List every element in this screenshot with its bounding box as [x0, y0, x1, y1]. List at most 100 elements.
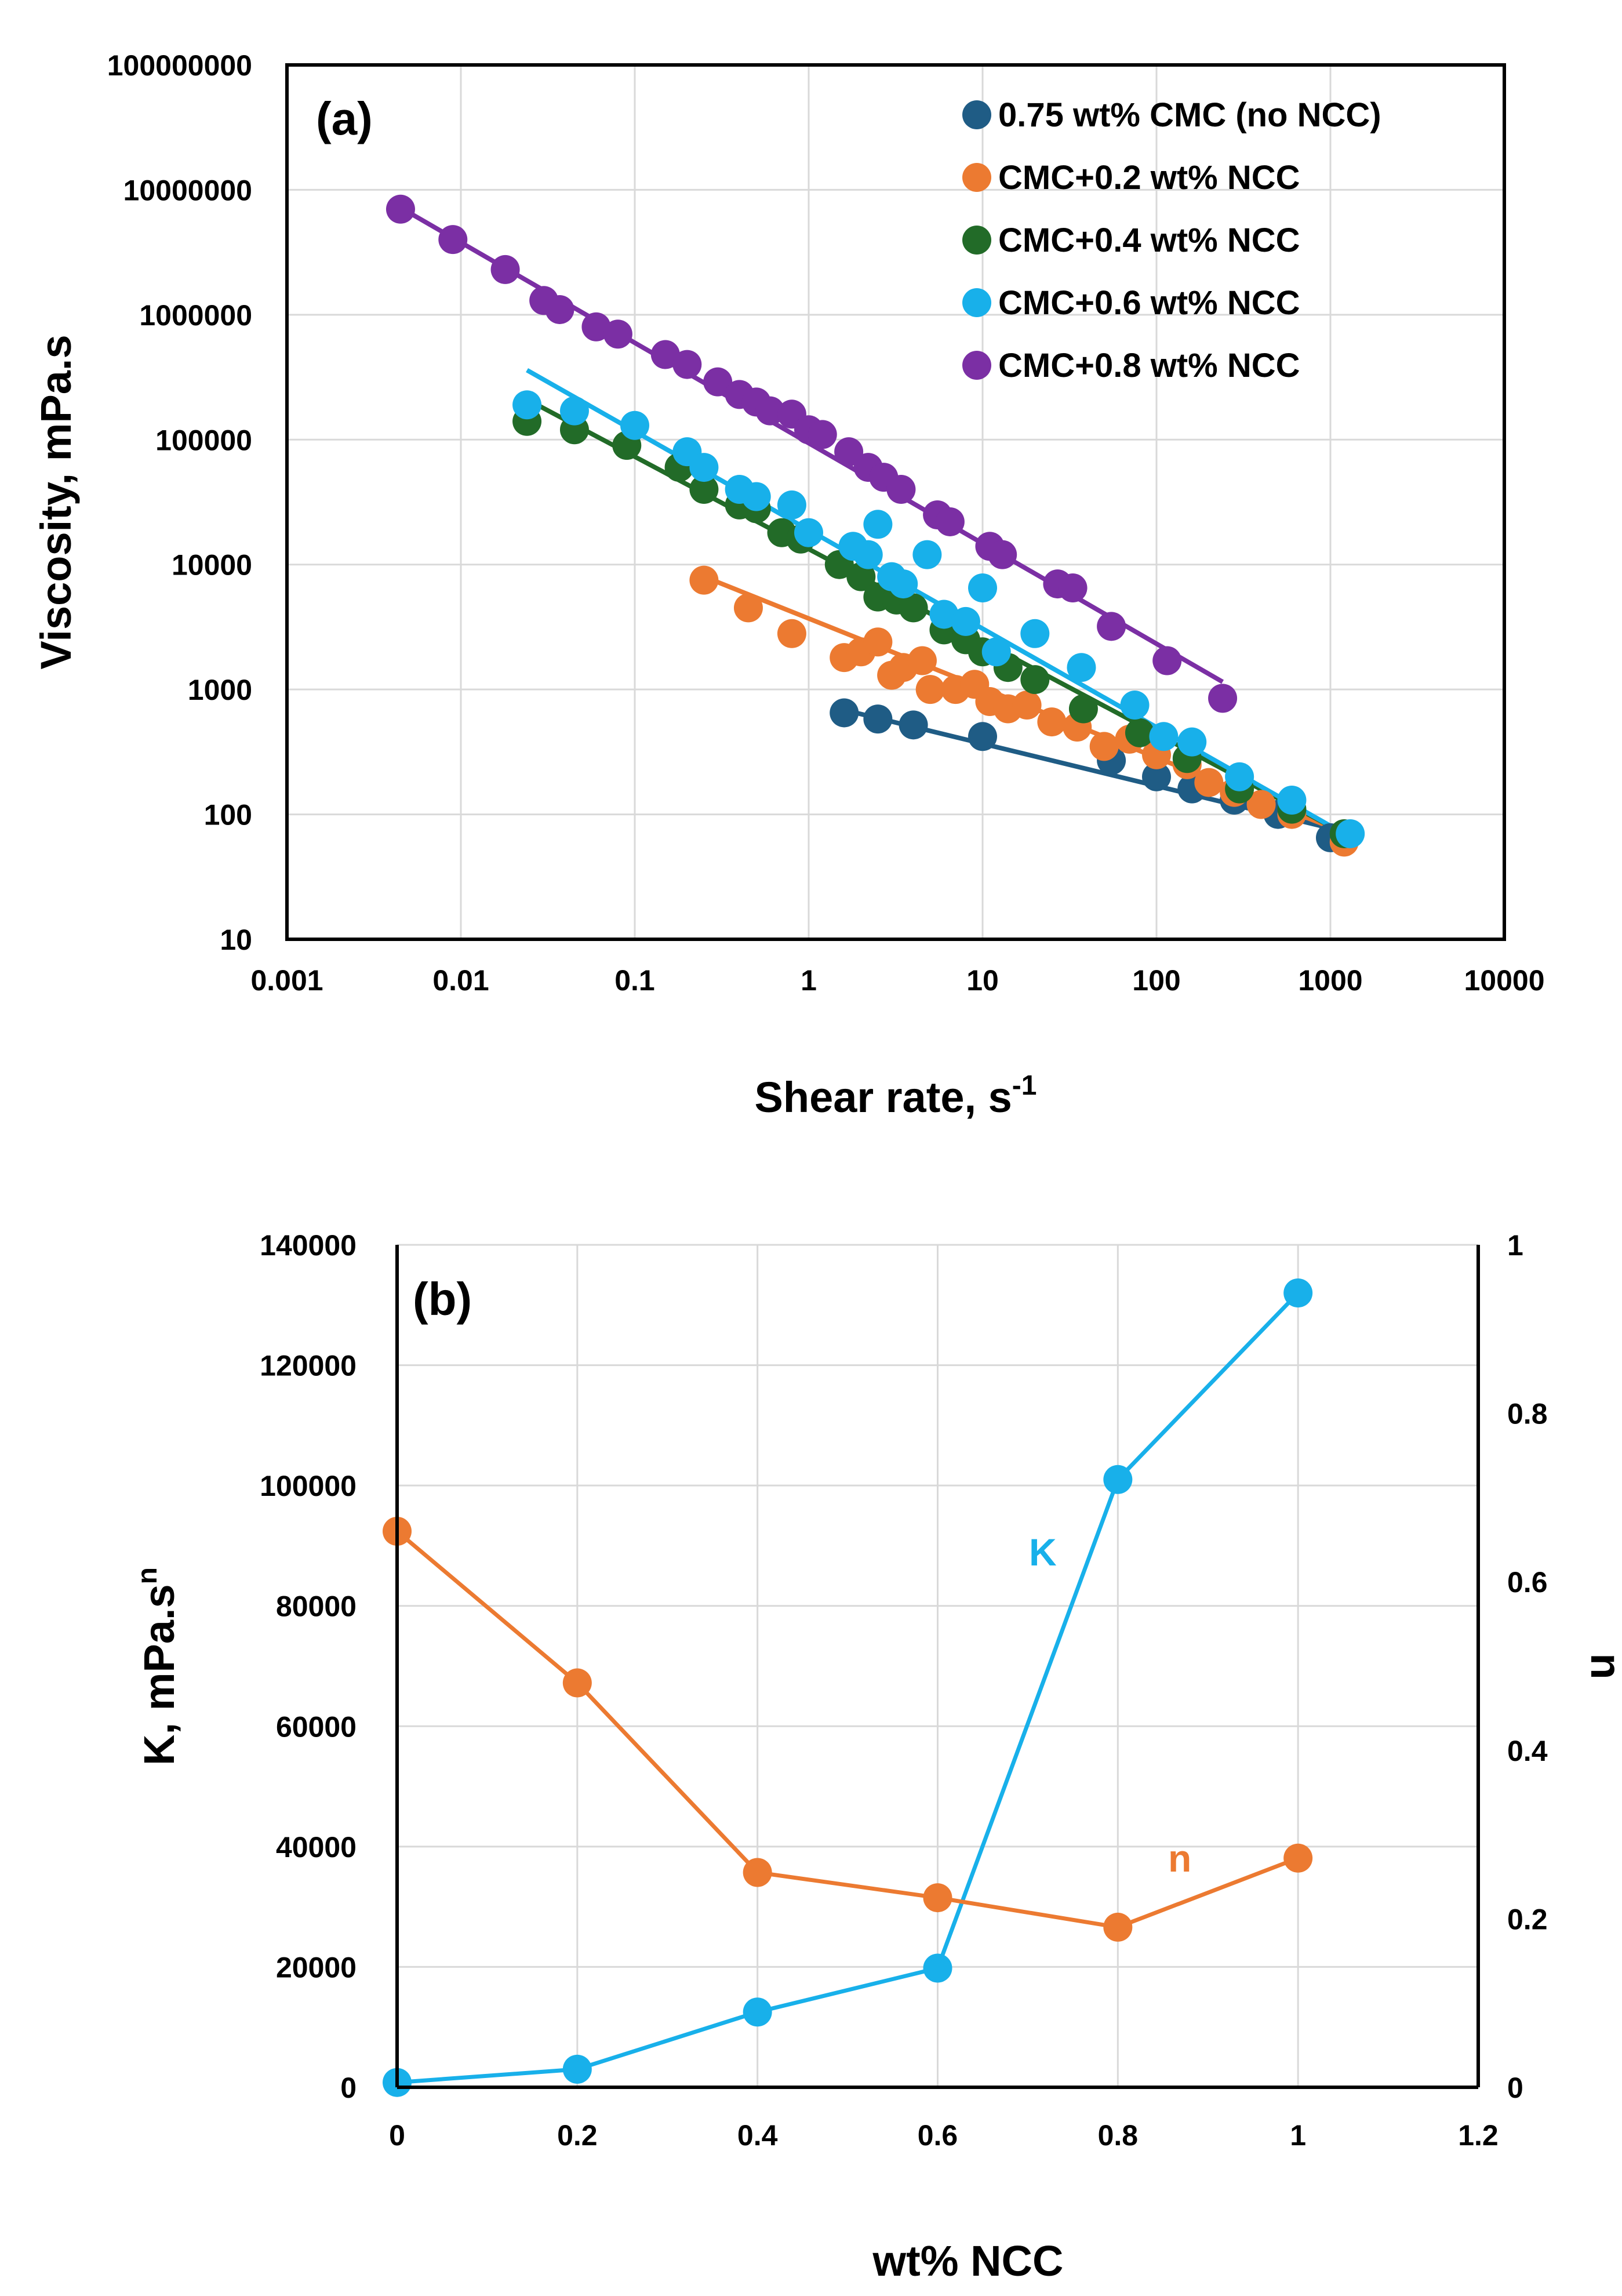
data-point-series-1	[733, 593, 763, 623]
power-law-parameter-chart-left-y-tick-label: 120000	[260, 1350, 357, 1382]
power-law-parameter-chart-x-tick-label: 1	[1290, 2119, 1306, 2152]
data-point-series-4	[834, 437, 864, 467]
data-point-series-0	[1142, 762, 1171, 791]
viscosity-chart-points	[386, 194, 1365, 857]
viscosity-chart-x-ticks: 0.001 0.01 0.1 1 10 100 1000 10000	[250, 964, 1544, 997]
data-point-series-4	[935, 507, 965, 536]
data-point-series-4	[650, 340, 680, 369]
data-point-series-1	[1194, 768, 1224, 797]
viscosity-chart-y-ticks: 10 100 1000 10000 100000 1000000 10000000 10000…	[107, 49, 252, 956]
data-point-series-3	[863, 510, 893, 539]
n-data-point	[1103, 1912, 1133, 1942]
viscosity-chart-y-tick-label: 1000000	[139, 299, 252, 332]
power-law-parameter-chart-left-y-tick-label: 0	[340, 2072, 357, 2104]
viscosity-chart-x-tick-label: 100	[1132, 964, 1180, 997]
data-point-series-3	[1149, 722, 1179, 751]
k-data-point	[1103, 1465, 1133, 1494]
data-point-series-1	[1089, 732, 1119, 761]
data-point-series-3	[1067, 653, 1096, 682]
data-point-series-0	[968, 722, 997, 751]
data-point-series-4	[1097, 612, 1126, 641]
data-point-series-3	[794, 518, 823, 547]
data-point-series-1	[863, 627, 893, 657]
power-law-parameter-chart-x-tick-label: 1.2	[1458, 2119, 1499, 2152]
power-law-parameter-chart-x-tick-label: 0.6	[918, 2119, 958, 2152]
data-point-series-3	[912, 540, 942, 569]
viscosity-chart-y-tick-label: 10000	[172, 549, 252, 582]
data-point-series-3	[512, 390, 542, 420]
power-law-parameter-chart-left-y-ticks: 0 20000 40000 60000 80000 100000 120000 140000	[260, 1229, 357, 2104]
k-data-point	[1283, 1278, 1313, 1308]
legend-label: CMC+0.8 wt% NCC	[998, 347, 1300, 384]
power-law-parameter-chart-left-y-tick-label: 140000	[260, 1229, 357, 1262]
data-point-series-2	[1068, 694, 1098, 724]
legend-label: CMC+0.4 wt% NCC	[998, 221, 1300, 259]
viscosity-chart-y-tick-label: 10000000	[123, 174, 252, 206]
power-law-parameter-chart-right-y-tick-label: 0	[1507, 2072, 1523, 2104]
power-law-parameter-chart-left-y-axis-label: K, mPa.sn	[132, 1567, 183, 1765]
power-law-parameter-chart-x-tick-label: 0	[389, 2119, 405, 2152]
viscosity-chart-x-tick-label: 0.1	[614, 964, 655, 997]
data-point-series-2	[1125, 718, 1154, 747]
data-point-series-3	[559, 396, 589, 426]
viscosity-chart-y-tick-label: 100	[204, 799, 252, 831]
data-point-series-1	[1037, 707, 1067, 737]
viscosity-chart-y-tick-label: 10	[220, 924, 252, 956]
data-point-series-4	[808, 420, 837, 449]
n-data-point	[923, 1883, 952, 1913]
power-law-parameter-chart-right-y-tick-label: 0.8	[1507, 1398, 1548, 1430]
n-data-point	[743, 1858, 772, 1887]
viscosity-chart-y-tick-label: 1000	[188, 674, 252, 706]
power-law-parameter-chart-right-y-ticks: 0 0.2 0.4 0.6 0.8 1	[1507, 1229, 1548, 2104]
data-point-series-4	[886, 475, 916, 504]
legend-marker	[962, 226, 991, 255]
power-law-parameter-chart-left-y-tick-label: 80000	[276, 1590, 357, 1623]
viscosity-chart-grid	[286, 64, 1505, 940]
power-law-parameter-chart-left-y-tick-label: 100000	[260, 1470, 357, 1502]
viscosity-chart-x-tick-label: 0.001	[250, 964, 323, 997]
viscosity-chart-x-tick-label: 1000	[1298, 964, 1362, 997]
viscosity-chart: 0.001 0.01 0.1 1 10 100 1000 10000 10 100 1000 100…	[32, 49, 1545, 1121]
viscosity-chart-legend: 0.75 wt% CMC (no NCC) CMC+0.2 wt% NCC CMC+…	[962, 96, 1381, 384]
data-point-series-4	[703, 367, 733, 397]
power-law-parameter-chart-left-y-tick-label: 40000	[276, 1831, 357, 1863]
k-data-point	[562, 2054, 592, 2084]
power-law-parameter-chart-x-ticks: 0 0.2 0.4 0.6 0.8 1 1.2	[389, 2119, 1499, 2152]
power-law-parameter-chart-right-y-axis-label: n	[1582, 1653, 1622, 1679]
data-point-series-3	[1020, 619, 1050, 648]
power-law-parameter-chart-x-axis-label: wt% NCC	[872, 2237, 1064, 2285]
data-point-series-3	[981, 637, 1011, 667]
fit-line-series-3	[526, 368, 1339, 832]
data-point-series-2	[899, 593, 928, 623]
data-point-series-1	[1246, 790, 1276, 819]
data-point-series-3	[1120, 691, 1150, 720]
data-point-series-3	[689, 453, 719, 482]
k-data-point	[923, 1953, 952, 1983]
power-law-parameter-chart-right-y-tick-label: 0.4	[1507, 1735, 1548, 1767]
data-point-series-1	[915, 675, 945, 704]
viscosity-chart-y-tick-label: 100000	[155, 424, 252, 456]
data-point-series-2	[846, 562, 876, 591]
data-point-series-4	[755, 396, 785, 426]
legend-marker	[962, 100, 991, 129]
data-point-series-3	[1177, 727, 1207, 757]
legend-label: 0.75 wt% CMC (no NCC)	[998, 96, 1381, 134]
power-law-parameter-chart-x-tick-label: 0.2	[557, 2119, 598, 2152]
fit-line-series-4	[399, 205, 1224, 684]
data-point-series-4	[988, 540, 1017, 569]
data-point-series-4	[386, 194, 415, 224]
data-point-series-4	[1152, 646, 1182, 675]
data-point-series-4	[545, 295, 574, 324]
data-point-series-3	[1336, 819, 1365, 848]
data-point-series-4	[1058, 573, 1088, 603]
viscosity-chart-panel-label: (a)	[316, 93, 373, 144]
k-series-label: K	[1029, 1531, 1057, 1574]
power-law-parameter-chart: 0 0.2 0.4 0.6 0.8 1 1.2 0 20000 40000 60000 80000 1…	[132, 1229, 1622, 2285]
data-point-series-3	[968, 573, 997, 603]
legend-label: CMC+0.6 wt% NCC	[998, 284, 1300, 322]
data-point-series-3	[853, 540, 883, 569]
data-point-series-1	[1012, 691, 1042, 720]
viscosity-chart-x-axis-label: Shear rate, s-1	[755, 1070, 1037, 1121]
data-point-series-0	[830, 698, 859, 728]
